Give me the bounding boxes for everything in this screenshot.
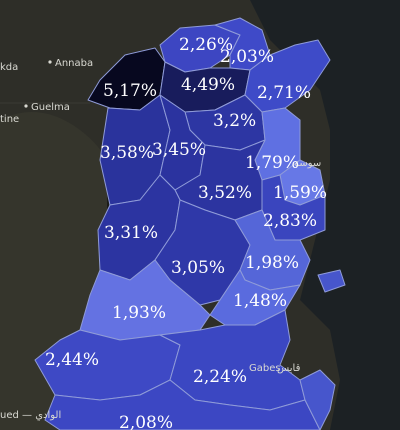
label-gabes: 2,24% bbox=[193, 367, 247, 387]
region-medenine[interactable] bbox=[299, 369, 336, 430]
label-kebili: 2,08% bbox=[119, 413, 173, 430]
label-mahdia: 2,83% bbox=[263, 211, 317, 231]
regions bbox=[34, 17, 346, 430]
label-sfax: 1,98% bbox=[245, 253, 299, 273]
place-sousse: سوسة bbox=[294, 158, 321, 169]
place-annaba: Annaba bbox=[55, 58, 93, 69]
region-gafsa[interactable] bbox=[79, 259, 211, 341]
label-nabeul: 2,71% bbox=[257, 83, 311, 103]
label-kasserine: 3,31% bbox=[104, 223, 158, 243]
label-jendouba: 5,17% bbox=[103, 81, 157, 101]
region-kebili[interactable] bbox=[44, 379, 321, 430]
value-labels: 2,26% 2,03% 4,49% 5,17% 2,71% 3,2% 3,58%… bbox=[45, 35, 327, 430]
label-sousse: 1,79% bbox=[245, 153, 299, 173]
label-sfax-south: 1,48% bbox=[233, 291, 287, 311]
place-gabes: Gabes bbox=[249, 363, 281, 374]
place-guelma: Guelma bbox=[31, 102, 70, 113]
place-gabes-ar: قابس bbox=[277, 363, 301, 374]
annaba-dot bbox=[48, 60, 52, 64]
label-bizerte: 2,26% bbox=[179, 35, 233, 55]
label-monastir: 1,59% bbox=[273, 183, 327, 203]
label-ariana: 2,03% bbox=[220, 47, 274, 67]
place-oued: ued — الوادي bbox=[0, 410, 61, 421]
label-gafsa: 1,93% bbox=[112, 303, 166, 323]
label-beja: 4,49% bbox=[181, 75, 235, 95]
label-kairouan: 3,52% bbox=[198, 183, 252, 203]
place-tine: tine bbox=[0, 114, 19, 125]
label-tozeur: 2,44% bbox=[45, 350, 99, 370]
island-djerba[interactable] bbox=[317, 269, 346, 293]
guelma-dot bbox=[24, 104, 28, 108]
place-labels: Annaba kda Guelma tine سوسة Gabes قابس u… bbox=[0, 58, 321, 421]
place-kda: kda bbox=[0, 62, 18, 73]
label-zaghouan: 3,2% bbox=[213, 111, 256, 131]
label-siliana: 3,45% bbox=[152, 140, 206, 160]
label-kef: 3,58% bbox=[100, 143, 154, 163]
label-sidibouzid: 3,05% bbox=[171, 258, 225, 278]
